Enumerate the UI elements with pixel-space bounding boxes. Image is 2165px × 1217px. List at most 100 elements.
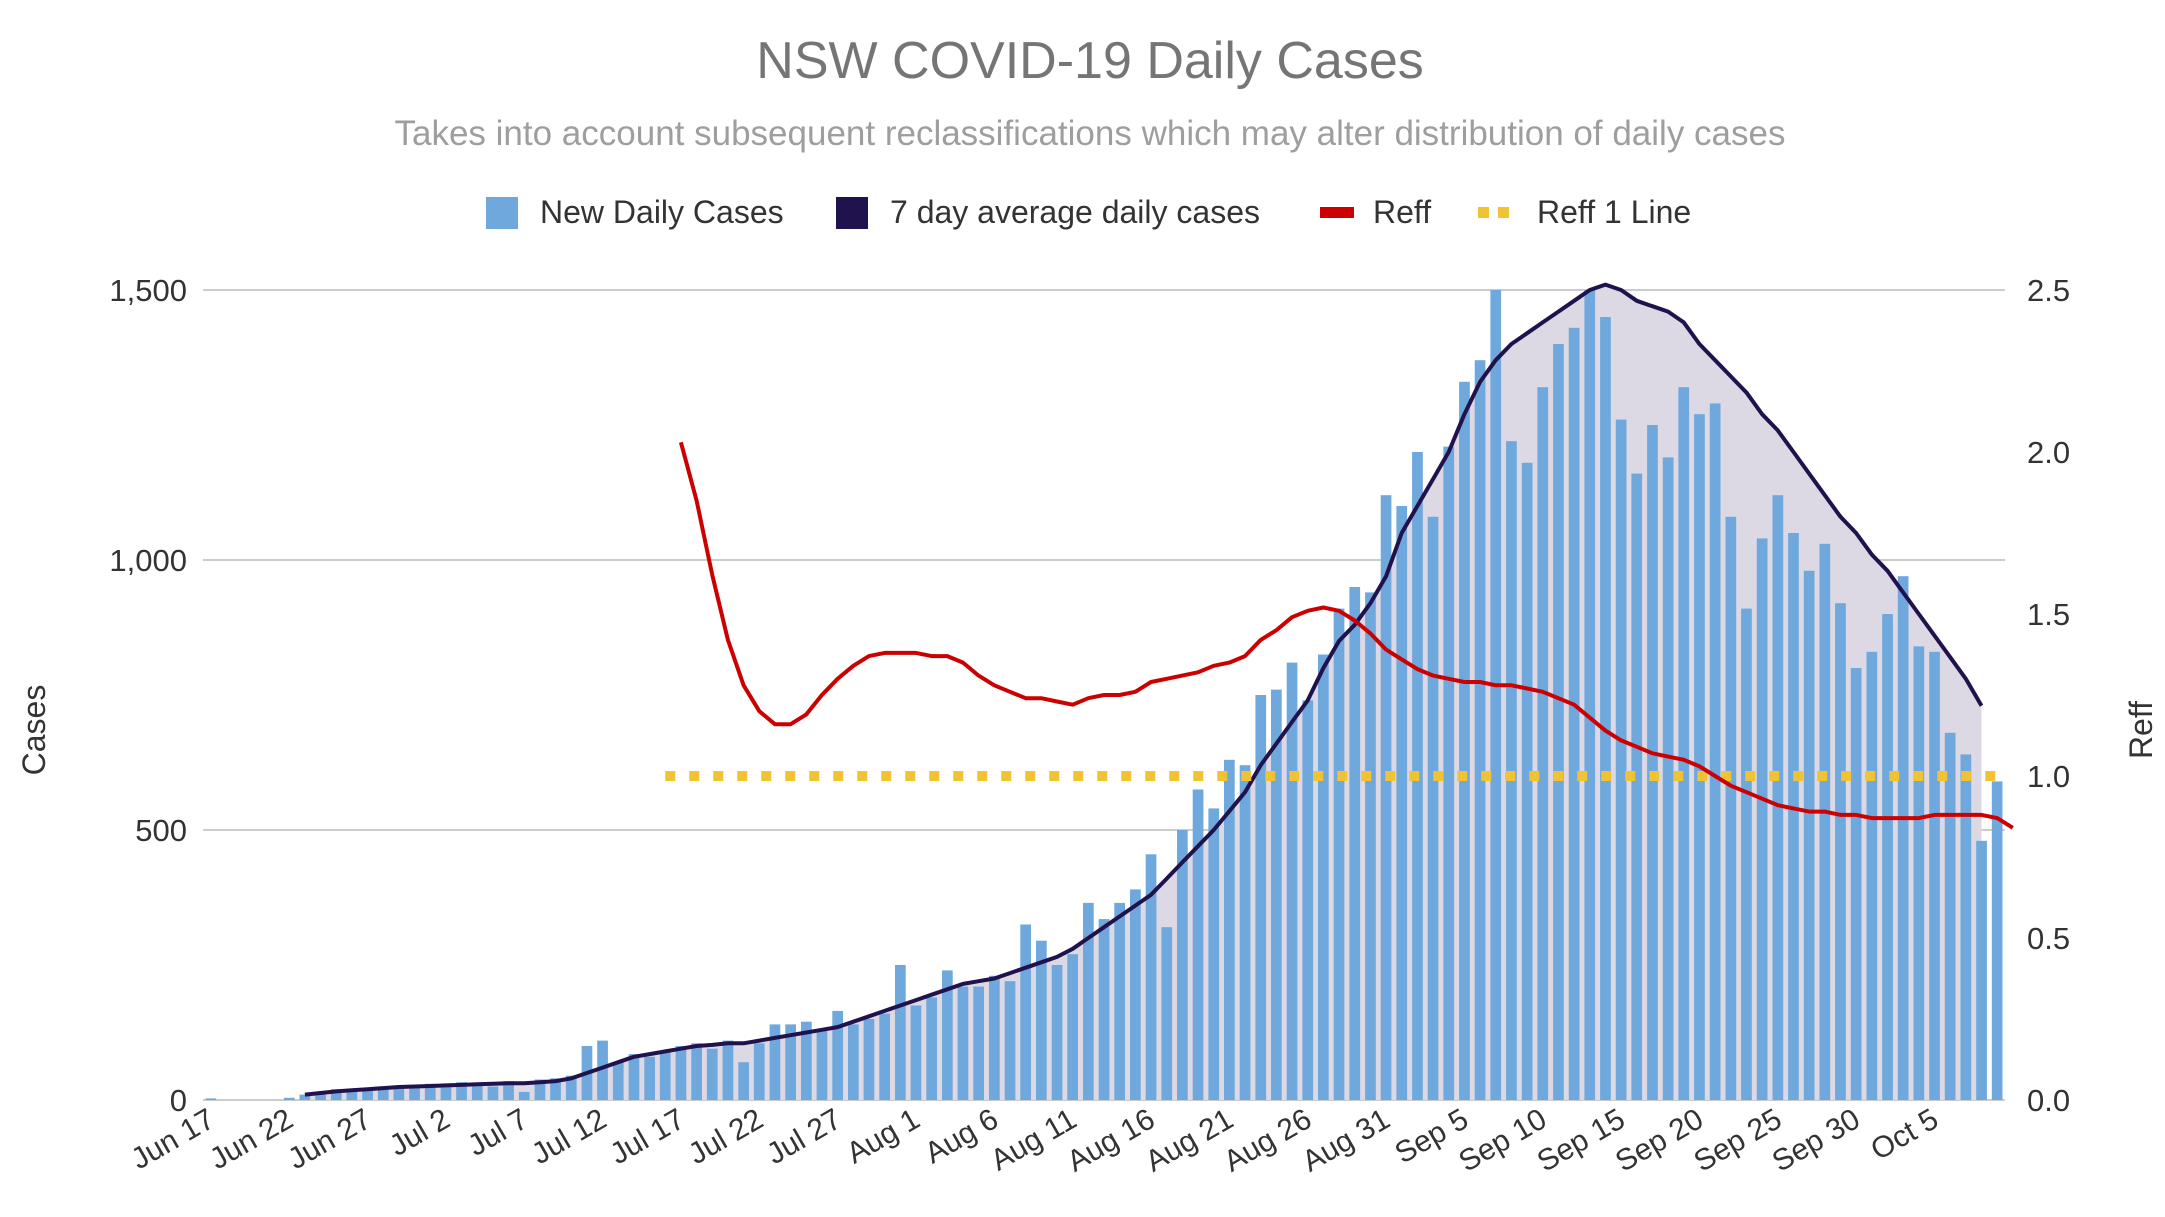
- legend-item-reff[interactable]: Reff: [1320, 194, 1431, 230]
- daily-cases-bar: [1396, 506, 1408, 1100]
- daily-cases-bar: [503, 1081, 514, 1100]
- daily-cases-bar: [1474, 360, 1486, 1100]
- daily-cases-bar: [1506, 441, 1517, 1100]
- daily-cases-bar: [518, 1091, 530, 1100]
- daily-cases-bar: [612, 1062, 624, 1100]
- y2-tick-label: 2.0: [2027, 435, 2070, 470]
- x-tick-label: Sep 15: [1532, 1102, 1631, 1178]
- daily-cases-bar: [628, 1054, 640, 1100]
- daily-cases-bar: [1459, 381, 1470, 1100]
- x-tick-label: Aug 1: [841, 1102, 925, 1170]
- daily-cases-bar: [1114, 902, 1125, 1100]
- daily-cases-bar: [1177, 830, 1188, 1100]
- bars-layer: [205, 290, 2003, 1101]
- daily-cases-bar: [565, 1075, 577, 1100]
- y2-axis-title: Reff: [2123, 701, 2159, 759]
- daily-cases-bar: [1647, 425, 1658, 1100]
- daily-cases-bar: [1302, 700, 1314, 1100]
- daily-cases-bar: [1380, 495, 1392, 1100]
- x-tick-label: Sep 25: [1688, 1102, 1787, 1178]
- daily-cases-bar: [910, 1005, 922, 1100]
- daily-cases-bar: [1192, 789, 1204, 1100]
- daily-cases-bar: [1788, 533, 1799, 1100]
- daily-cases-bar: [1725, 516, 1737, 1100]
- legend-item-new-daily-cases[interactable]: New Daily Cases: [486, 194, 784, 230]
- daily-cases-bar: [848, 1024, 859, 1100]
- daily-cases-bar: [989, 975, 1000, 1100]
- legend-label-7-day-average: 7 day average daily cases: [890, 194, 1260, 230]
- x-tick-label: Jul 22: [683, 1102, 769, 1171]
- y2-tick-label: 0.0: [2027, 1083, 2070, 1118]
- x-tick-label: Sep 10: [1453, 1102, 1552, 1178]
- daily-cases-bar: [1224, 759, 1235, 1100]
- daily-cases-bar: [471, 1083, 483, 1100]
- daily-cases-bar: [205, 1098, 217, 1100]
- daily-cases-bar: [1553, 344, 1564, 1100]
- daily-cases-bar: [706, 1048, 718, 1100]
- daily-cases-bar: [1600, 317, 1611, 1100]
- daily-cases-bar: [597, 1040, 608, 1100]
- daily-cases-bar: [1427, 516, 1439, 1100]
- daily-cases-bar: [1960, 754, 1972, 1100]
- daily-cases-bar: [644, 1056, 655, 1100]
- daily-cases-bar: [1882, 614, 1893, 1100]
- daily-cases-bar: [1584, 290, 1596, 1100]
- daily-cases-bar: [1145, 854, 1157, 1100]
- legend-label-new-daily-cases: New Daily Cases: [540, 194, 784, 230]
- daily-cases-bar: [769, 1024, 781, 1100]
- average-line: [304, 282, 1984, 1097]
- legend-item-7-day-average[interactable]: 7 day average daily cases: [836, 194, 1260, 230]
- legend-label-reff: Reff: [1373, 194, 1431, 230]
- daily-cases-bar: [957, 986, 969, 1100]
- y2-tick-label: 2.5: [2027, 273, 2070, 308]
- lines-layer: [304, 282, 2014, 1097]
- x-tick-label: Oct 5: [1865, 1102, 1944, 1166]
- daily-cases-bar: [1631, 473, 1643, 1101]
- x-tick-label: Aug 31: [1297, 1102, 1396, 1178]
- daily-cases-bar: [1036, 940, 1047, 1100]
- daily-cases-bar: [330, 1089, 342, 1100]
- daily-cases-bar: [1537, 387, 1549, 1100]
- x-tick-label: Aug 26: [1218, 1102, 1317, 1178]
- legend-label-reff-1-line: Reff 1 Line: [1537, 194, 1691, 230]
- reff-line: [678, 441, 2014, 830]
- daily-cases-bar: [315, 1091, 326, 1100]
- x-tick-label: Jun 22: [204, 1102, 299, 1176]
- daily-cases-bar: [283, 1097, 295, 1100]
- daily-cases-bar: [1365, 592, 1376, 1100]
- y2-tick-label: 1.5: [2027, 597, 2070, 632]
- daily-cases-bar: [1835, 603, 1846, 1100]
- daily-cases-bar: [973, 986, 984, 1100]
- legend-swatch-bars: [486, 197, 518, 229]
- legend-swatch-reff: [1320, 207, 1354, 218]
- y2-tick-label: 0.5: [2027, 921, 2070, 956]
- daily-cases-bar: [550, 1078, 561, 1100]
- legend-swatch-ref-line-dot-a: [1478, 207, 1489, 218]
- daily-cases-bar: [659, 1051, 671, 1100]
- daily-cases-bar: [1913, 646, 1925, 1100]
- daily-cases-bar: [1255, 695, 1267, 1100]
- daily-cases-bar: [1756, 538, 1768, 1100]
- daily-cases-bar: [753, 1043, 765, 1100]
- daily-cases-bar: [722, 1040, 734, 1100]
- daily-cases-bar: [1239, 765, 1251, 1100]
- daily-cases-bar: [1130, 889, 1141, 1100]
- daily-cases-bar: [534, 1079, 546, 1100]
- daily-cases-bar: [1709, 403, 1721, 1100]
- daily-cases-bar: [440, 1084, 452, 1100]
- daily-cases-bar: [942, 970, 953, 1100]
- daily-cases-bar: [1208, 808, 1220, 1100]
- daily-cases-bar: [1741, 608, 1752, 1100]
- x-tick-label: Sep 30: [1767, 1102, 1866, 1178]
- legend-item-reff-1-line[interactable]: Reff 1 Line: [1478, 194, 1691, 230]
- daily-cases-bar: [1991, 781, 2003, 1100]
- daily-cases-bar: [1098, 919, 1110, 1100]
- daily-cases-bar: [456, 1082, 467, 1100]
- daily-cases-bar: [1521, 462, 1533, 1100]
- daily-cases-bar: [377, 1088, 389, 1100]
- y-axis-ticks: 0 500 1,000 1,500: [109, 273, 187, 1118]
- daily-cases-bar: [409, 1086, 420, 1100]
- daily-cases-bar: [1349, 587, 1361, 1100]
- chart-subtitle: Takes into account subsequent reclassifi…: [395, 114, 1786, 153]
